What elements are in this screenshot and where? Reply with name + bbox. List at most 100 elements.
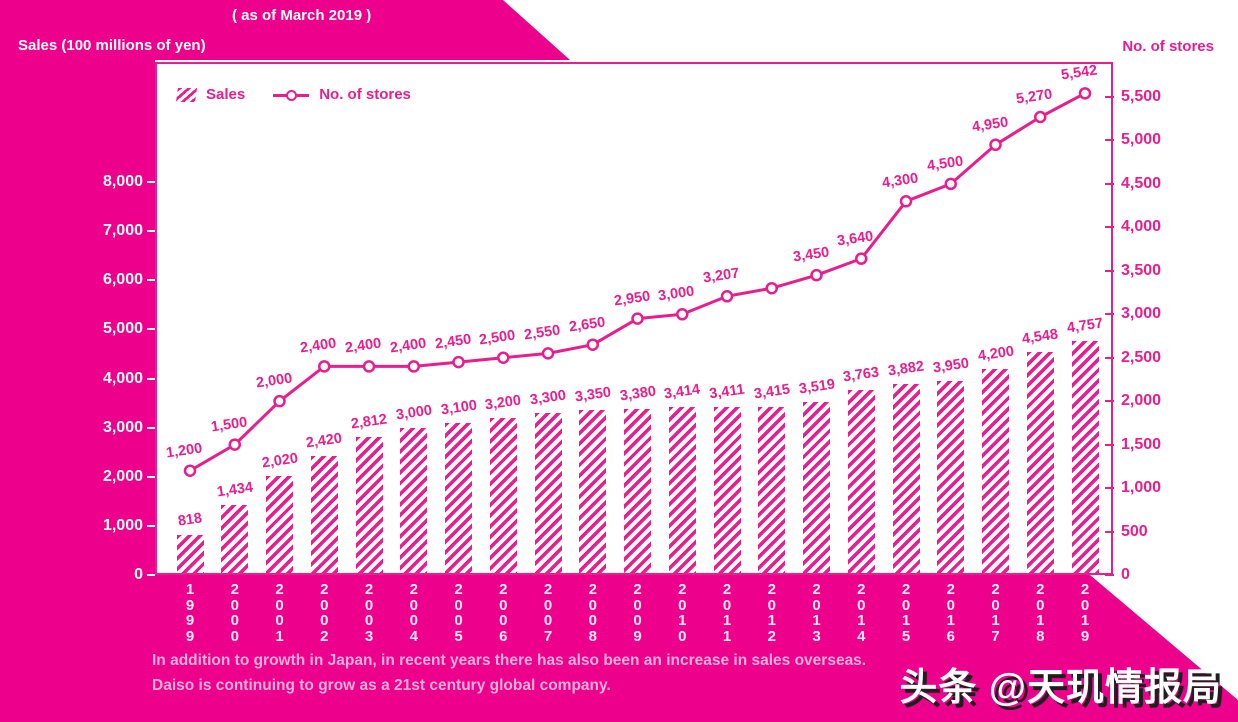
left-axis-title: Sales (100 millions of yen)	[18, 37, 206, 54]
x-axis-year-label: 2 0 0 4	[409, 581, 418, 645]
stores-point-marker	[944, 177, 957, 191]
right-axis-tick-label: 2,500	[1121, 348, 1162, 366]
left-axis-tick-label: 3,000	[102, 418, 143, 436]
stores-point-marker	[855, 252, 868, 265]
stores-point-marker	[318, 360, 331, 373]
stores-line-chart	[183, 87, 1092, 477]
x-axis-year-label: 2 0 1 0	[678, 581, 687, 645]
stores-point-marker	[183, 464, 197, 477]
right-axis-tick-mark	[1105, 96, 1114, 98]
right-axis-tick-label: 5,000	[1121, 131, 1162, 149]
sales-bar	[579, 410, 607, 575]
right-axis-tick-mark	[1105, 269, 1114, 272]
left-axis-tick-label: 4,000	[102, 369, 143, 387]
right-axis-tick-mark	[1105, 356, 1114, 359]
sales-bar	[445, 422, 472, 575]
x-axis-year-label: 2 0 1 5	[901, 581, 911, 645]
right-axis-tick-label: 1,500	[1121, 435, 1162, 453]
stores-point-marker	[452, 355, 465, 369]
sales-bar	[668, 407, 696, 575]
sales-bar	[1071, 341, 1099, 575]
stores-point-marker	[228, 438, 241, 451]
stores-point-marker	[362, 360, 376, 373]
x-axis-year-label: 2 0 1 6	[946, 581, 955, 645]
sales-bar	[624, 408, 651, 575]
x-axis-year-label: 2 0 0 3	[364, 581, 374, 645]
legend-stores-label: No. of stores	[319, 86, 411, 103]
stores-point-marker	[899, 195, 913, 208]
x-axis-year-label: 2 0 0 0	[230, 581, 239, 645]
sales-bar	[534, 412, 562, 575]
sales-bar	[489, 417, 517, 575]
right-axis-tick-mark	[1105, 530, 1114, 533]
left-axis-tick-mark	[147, 328, 155, 331]
x-axis-year-label: 2 0 1 7	[991, 581, 1000, 645]
left-axis-tick-mark	[147, 524, 155, 527]
right-axis-tick-label: 4,000	[1121, 218, 1162, 236]
sales-bar	[982, 368, 1009, 575]
stores-point-marker	[1078, 87, 1092, 100]
legend: Sales No. of stores	[176, 86, 411, 103]
right-axis-tick-mark	[1105, 400, 1114, 403]
stores-point-marker	[586, 338, 599, 351]
left-axis-tick-label: 7,000	[102, 222, 143, 240]
x-axis-year-label: 2 0 0 2	[320, 581, 329, 645]
sales-bar	[355, 436, 383, 575]
x-axis-year-label: 2 0 1 2	[767, 581, 776, 645]
right-axis-tick-label: 3,500	[1121, 261, 1162, 279]
right-axis-tick-label: 5,500	[1121, 88, 1162, 105]
x-axis-year-label: 2 0 0 6	[499, 581, 508, 645]
sales-bar	[400, 427, 428, 575]
stores-point-marker	[720, 290, 734, 303]
sales-bar	[310, 456, 338, 575]
left-axis-tick-label: 2,000	[102, 467, 143, 485]
stores-point-marker	[273, 394, 286, 408]
left-axis-tick-mark	[147, 377, 155, 380]
right-axis-tick-mark	[1105, 487, 1114, 490]
legend-sales-label: Sales	[206, 86, 246, 103]
footer-band-shape	[155, 575, 1238, 722]
stores-point-marker	[676, 308, 689, 321]
x-axis-year-label: 2 0 0 1	[275, 581, 284, 645]
x-axis-year-label: 2 0 1 4	[857, 581, 866, 645]
left-axis-tick-mark	[147, 279, 155, 282]
x-axis-year-label: 2 0 0 7	[543, 581, 553, 645]
right-axis-tick-mark	[1105, 574, 1114, 576]
left-axis-tick-label: 5,000	[102, 320, 143, 338]
left-axis-tick-mark	[147, 574, 155, 576]
stores-point-marker	[1034, 110, 1047, 124]
stores-line-swatch-icon	[273, 88, 310, 102]
stores-point-marker	[631, 312, 644, 325]
right-axis-tick-mark	[1105, 182, 1114, 185]
right-axis-tick-mark	[1105, 226, 1114, 229]
right-axis-title: No. of stores	[1122, 38, 1214, 55]
stores-point-marker	[407, 360, 420, 373]
as-of-date-note: ( as of March 2019 )	[232, 7, 372, 24]
footer-paragraph: In addition to growth in Japan, in recen…	[152, 648, 866, 698]
left-axis-tick-label: 0	[134, 566, 143, 583]
right-axis-tick-mark	[1105, 139, 1114, 142]
stores-point-marker	[989, 138, 1002, 152]
x-axis-year-label: 2 0 0 9	[633, 581, 642, 645]
right-axis-tick-label: 500	[1121, 522, 1148, 540]
left-axis-tick-mark	[147, 475, 155, 478]
sales-bar	[758, 407, 786, 575]
left-axis-tick-mark	[147, 181, 155, 183]
x-axis-year-label: 1 9 9 9	[185, 581, 195, 645]
sales-bar	[892, 384, 920, 575]
sales-bar	[1026, 351, 1054, 575]
x-axis-year-label: 2 0 0 5	[454, 581, 463, 645]
stores-point-marker	[765, 281, 778, 295]
left-axis-tick-mark	[147, 426, 155, 429]
footer-line-2: Daiso is continuing to grow as a 21st ce…	[152, 677, 611, 694]
sales-bar	[713, 407, 741, 575]
left-axis-tick-label: 1,000	[102, 516, 143, 534]
footer-line-1: In addition to growth in Japan, in recen…	[152, 652, 867, 669]
stores-point-marker	[497, 351, 510, 364]
x-axis-year-label: 2 0 1 8	[1036, 581, 1045, 645]
sales-bar	[266, 475, 293, 575]
right-axis-tick-mark	[1105, 443, 1114, 446]
stores-line	[189, 92, 1086, 473]
header-band-shape	[0, 0, 570, 60]
right-axis-tick-label: 3,000	[1121, 305, 1162, 323]
